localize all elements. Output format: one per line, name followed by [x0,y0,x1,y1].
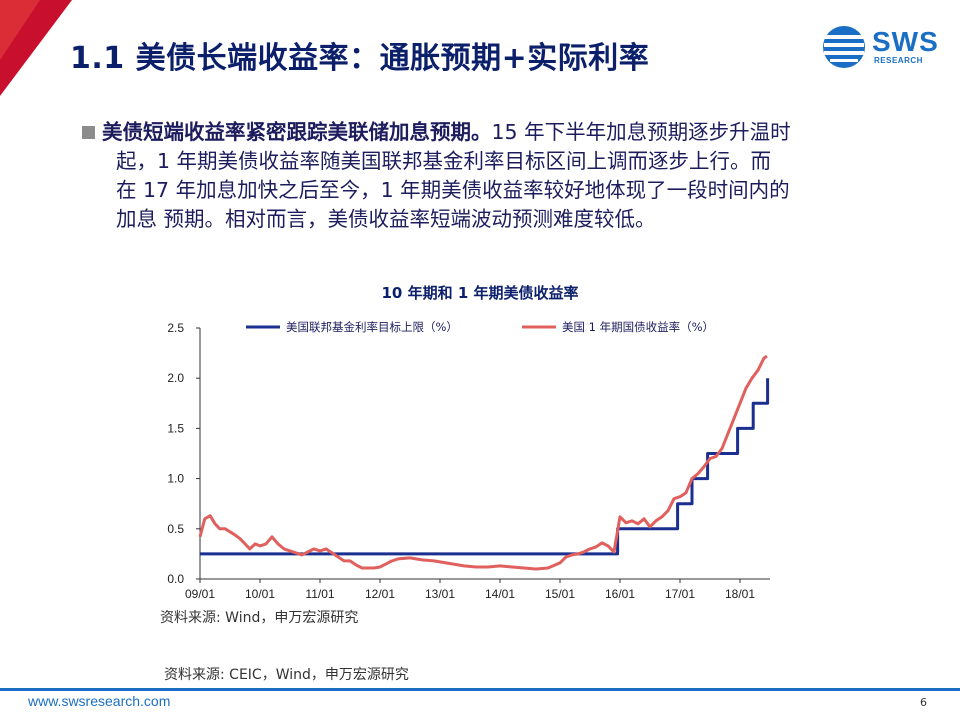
fed-funds-upper-bound-line [200,378,770,556]
paragraph-line2: 起，1 年期美债收益率随美国联邦基金利率目标区间上调而逐步上行。而 [116,149,772,173]
footer-url-link[interactable]: www.swsresearch.com [28,693,171,709]
y-tick-label: 0.5 [167,522,184,536]
page-number: 6 [920,696,927,709]
red-corner-accent [0,0,72,96]
x-tick-label: 17/01 [665,587,695,601]
one-year-treasury-yield-line [198,354,768,571]
body-paragraph: 美债短端收益率紧密跟踪美联储加息预期。15 年下半年加息预期逐步升温时 起，1 … [82,118,927,234]
y-tick-label: 1.5 [167,421,184,435]
x-tick-label: 16/01 [605,587,635,601]
x-tick-label: 11/01 [305,587,334,601]
x-tick-label: 18/01 [725,587,755,601]
y-tick-label: 2.5 [167,321,184,335]
sws-globe-icon [823,26,865,68]
page-title: 1.1 美债长端收益率：通胀预期+实际利率 [70,41,650,76]
x-tick-label: 12/01 [365,587,395,601]
legend-label: 美国 1 年期国债收益率（%） [562,320,714,334]
paragraph-line3: 在 17 年加息加快之后至今，1 年期美债收益率较好地体现了一段时间内的 [116,178,790,202]
page-source: 资料来源: CEIC，Wind，申万宏源研究 [164,667,409,683]
sws-logo: SWS RESEARCH [820,22,940,72]
x-tick-label: 13/01 [425,587,455,601]
logo-subtext: RESEARCH [874,56,923,65]
paragraph-line4: 加息 预期。相对而言，美债收益率短端波动预测难度较低。 [116,207,656,231]
x-tick-label: 09/01 [185,587,215,601]
y-tick-label: 0.0 [167,572,184,586]
logo-text: SWS [872,26,939,57]
x-tick-label: 14/01 [485,587,515,601]
title-bar: 1.1 美债长端收益率：通胀预期+实际利率 SWS RESEARCH [0,0,960,96]
x-tick-label: 15/01 [545,587,575,601]
paragraph-lead: 美债短端收益率紧密跟踪美联储加息预期。 [102,120,492,144]
yield-line-chart: 0.0 0.5 1.0 1.5 2.0 2.5 09/01 10/01 11/01 12/01 13… [167,320,770,601]
legend-label: 美国联邦基金利率目标上限（%） [286,320,458,334]
square-bullet-icon [82,126,95,139]
x-tick-label: 10/01 [245,587,275,601]
paragraph-line1: 15 年下半年加息预期逐步升温时 [491,120,791,144]
y-tick-label: 2.0 [167,371,184,385]
chart-source: 资料来源: Wind，申万宏源研究 [160,610,359,626]
chart-title: 10 年期和 1 年期美债收益率 [381,284,579,302]
footer-divider [0,688,960,691]
y-tick-label: 1.0 [167,472,184,486]
